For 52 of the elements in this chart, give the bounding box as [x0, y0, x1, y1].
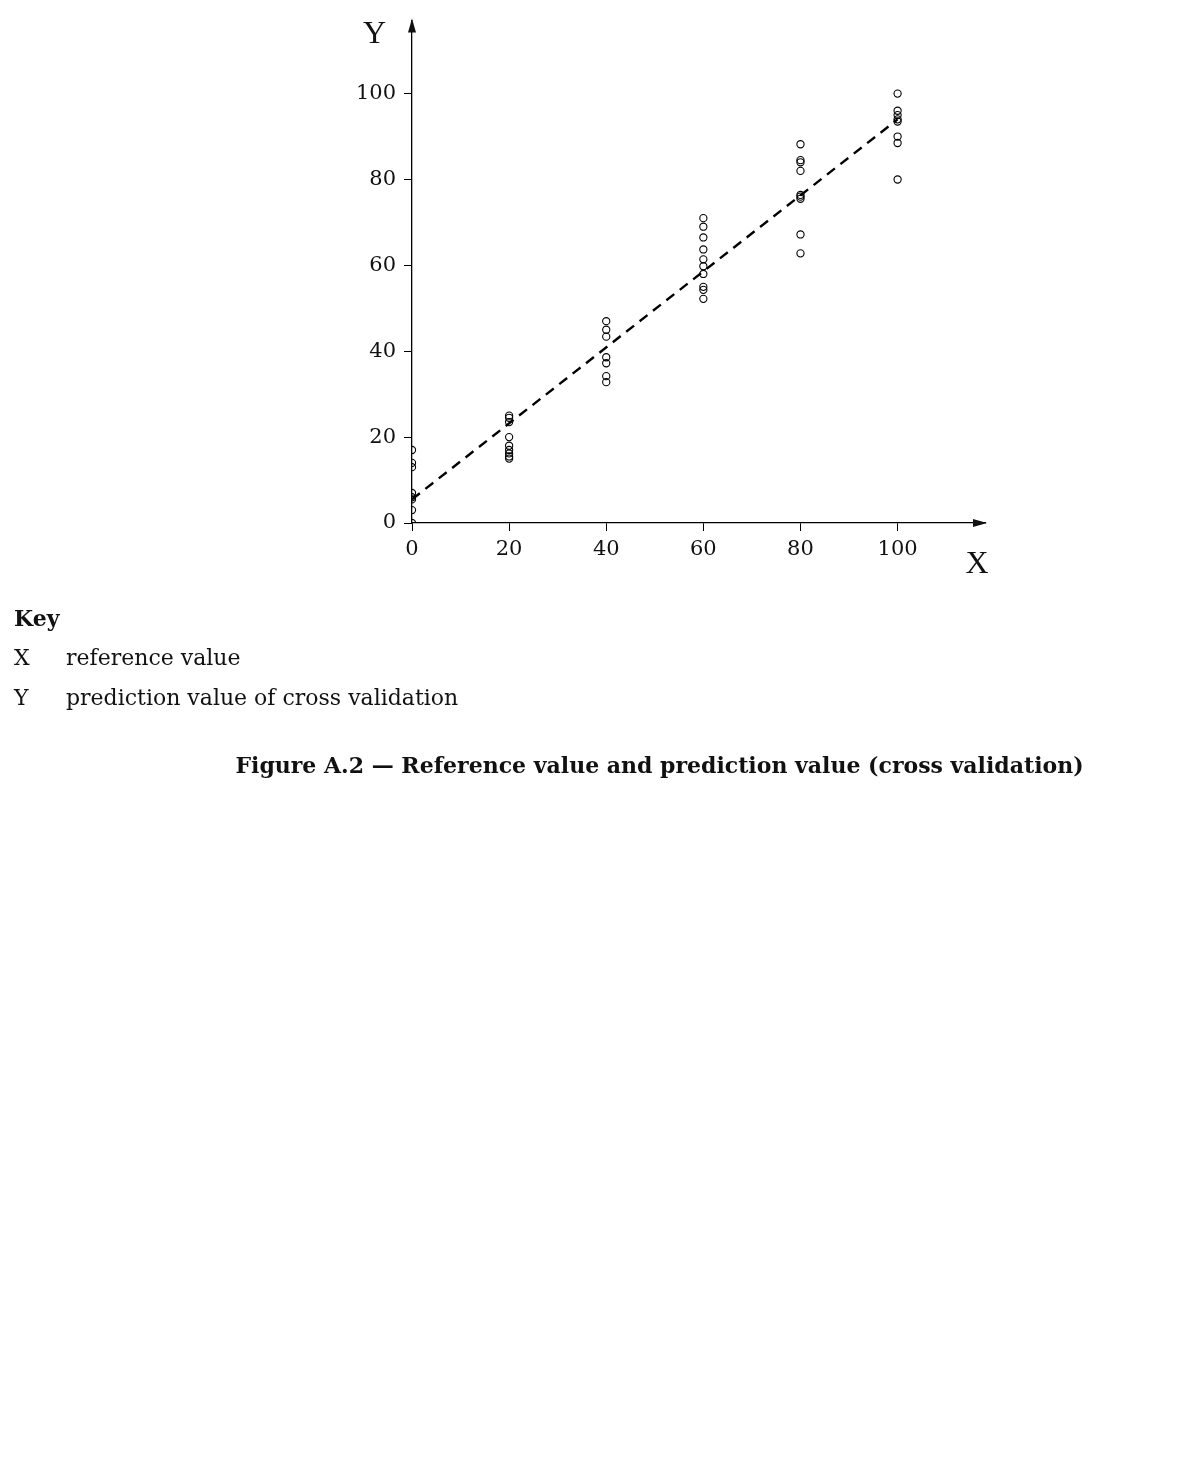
text: X	[14, 644, 31, 672]
text: prediction value of cross validation	[66, 684, 459, 712]
y-tick-label: 100	[355, 80, 396, 105]
point	[699, 245, 708, 254]
point	[796, 166, 805, 176]
point	[504, 445, 514, 455]
point	[796, 249, 805, 258]
point	[504, 417, 514, 427]
y-tick-label: 40	[369, 337, 396, 362]
point	[602, 332, 611, 341]
y-tick-label: 0	[382, 509, 396, 534]
text: Figure A.2 — Reference value and prediction value (cross validation)	[234, 752, 1085, 778]
point	[893, 89, 902, 98]
point	[699, 222, 708, 231]
point	[602, 371, 611, 381]
x-axis-title: X	[965, 544, 989, 581]
point	[602, 359, 611, 368]
point	[699, 262, 708, 271]
point	[602, 325, 611, 334]
point	[504, 449, 514, 458]
point	[699, 255, 708, 264]
point	[602, 378, 611, 387]
point	[796, 230, 805, 239]
text: Key	[14, 604, 61, 633]
point	[893, 106, 902, 115]
point	[602, 317, 611, 326]
point	[504, 441, 514, 450]
x-tick-label: 80	[787, 536, 814, 561]
y-axis-title: Y	[362, 14, 386, 51]
point	[699, 213, 708, 223]
point	[699, 285, 708, 294]
point	[699, 269, 708, 279]
point	[504, 432, 514, 442]
y-tick-label: 20	[369, 423, 396, 448]
point	[893, 175, 902, 184]
point	[893, 138, 902, 148]
x-tick-label: 20	[495, 536, 523, 561]
point	[796, 140, 805, 149]
x-tick-label: 0	[405, 536, 419, 561]
x-tick-label: 60	[689, 536, 717, 561]
point	[602, 353, 611, 362]
text: Y	[14, 684, 30, 712]
point	[893, 132, 902, 141]
x-tick-label: 40	[592, 536, 620, 561]
x-tick-label: 100	[877, 536, 918, 561]
point	[699, 294, 708, 303]
point	[893, 110, 902, 120]
text: reference value	[66, 644, 241, 672]
y-tick-label: 60	[369, 251, 396, 276]
point	[699, 282, 708, 291]
y-tick-label: 80	[369, 165, 396, 190]
point	[699, 233, 708, 242]
